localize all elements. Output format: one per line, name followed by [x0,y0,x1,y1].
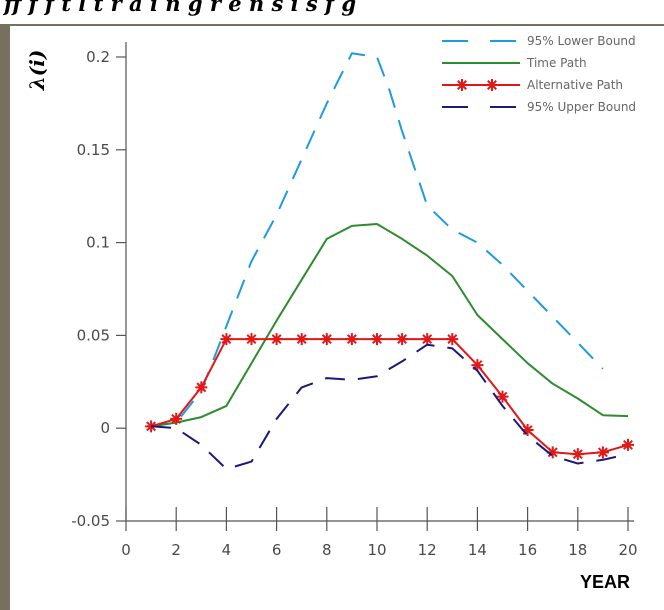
legend-label: Alternative Path [527,78,623,92]
series-marker [345,333,358,346]
x-tick-label: 16 [518,541,537,559]
x-tick-label: 10 [367,541,386,559]
header-text: ff f f t l t r a i n g r e n s i s f g [4,0,357,16]
x-tick-label: 18 [568,541,587,559]
series-marker [471,359,484,372]
x-tick-label: 12 [418,541,437,559]
y-tick-label: 0.2 [86,48,110,66]
legend-label: 95% Lower Bound [527,34,636,48]
x-tick-label: 20 [618,541,637,559]
x-tick-label: 4 [222,541,232,559]
series-line-2 [150,223,629,428]
x-tick-label: 6 [272,541,282,559]
y-tick-label: 0.15 [77,141,110,159]
series-marker [396,333,409,346]
series-marker [496,390,509,403]
series-marker [521,424,534,437]
series-marker [270,333,283,346]
x-tick-label: 2 [171,541,181,559]
x-tick-label: 8 [322,541,332,559]
y-axis-title: λ(i) [25,50,49,92]
series-line-3 [150,338,629,456]
header-bar: ff f f t l t r a i n g r e n s i s f g [0,0,664,24]
series-marker [446,333,459,346]
y-tick-label: 0 [100,419,110,437]
series-marker [421,333,434,346]
series-line-4 [151,343,629,470]
x-tick-label: 14 [468,541,487,559]
series-marker [622,438,634,451]
legend-marker [486,79,498,91]
y-tick-label: -0.05 [71,512,110,530]
series-marker [245,333,258,346]
x-tick-label: 0 [121,541,131,559]
series-marker [371,333,383,346]
series-marker [320,333,333,346]
series-line-1 [150,52,604,428]
legend-label: 95% Upper Bound [527,100,636,114]
x-axis-title: YEAR [580,572,630,592]
series-marker [596,446,609,459]
legend-label: Time Path [526,56,587,70]
series-marker [571,448,584,461]
y-tick-label: 0.05 [77,326,110,344]
series-marker [220,333,233,346]
series-marker [295,333,308,346]
series-marker [170,412,183,425]
series-marker [195,381,208,394]
y-tick-label: 0.1 [86,234,110,252]
series-marker [546,446,559,459]
legend-marker [456,79,468,91]
chart-panel [10,26,664,610]
